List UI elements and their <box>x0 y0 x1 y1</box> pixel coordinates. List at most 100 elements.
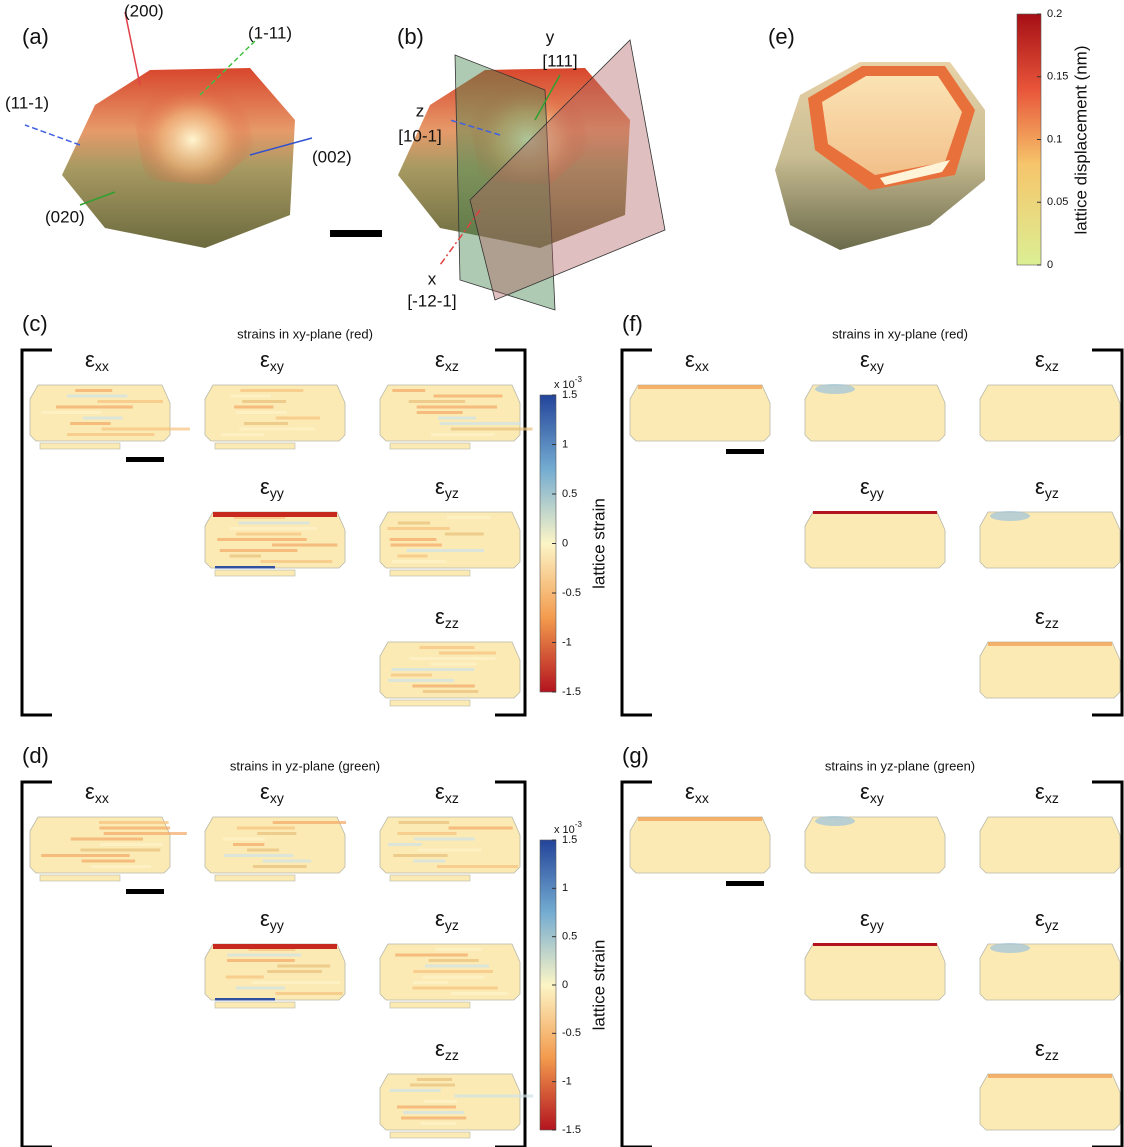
strain-map <box>630 817 770 873</box>
map-texture <box>390 544 441 547</box>
panel-label: (f) <box>622 311 643 336</box>
multiplier-exponent: -3 <box>575 375 583 384</box>
map-texture <box>272 544 337 547</box>
axis-label: (1-11) <box>248 23 292 42</box>
strain-map <box>980 511 1120 568</box>
strain-map <box>805 816 945 873</box>
map-texture <box>273 821 346 824</box>
map-texture <box>224 854 293 857</box>
scale-bar <box>726 449 764 454</box>
colorbar-tick-label: 0.5 <box>562 488 577 500</box>
map-texture <box>75 389 112 392</box>
strain-symbol: ε <box>435 779 445 804</box>
map-texture <box>67 433 154 436</box>
colorbar-tick-label: 1 <box>562 882 568 894</box>
strain-symbol: ε <box>85 347 95 372</box>
map-texture <box>440 422 522 425</box>
colorbar-multiplier: x 10-3 <box>554 375 582 391</box>
map-texture <box>390 538 437 541</box>
map-fragment <box>390 700 470 706</box>
strain-symbol: ε <box>1035 779 1045 804</box>
strain-label: εyz <box>1035 906 1059 933</box>
map-edge <box>213 512 337 517</box>
colorbar-tick-label: 0.2 <box>1047 8 1062 20</box>
strain-map <box>30 385 190 449</box>
strain-subscript: xx <box>695 358 709 374</box>
strain-map <box>980 385 1120 441</box>
panel-label: (b) <box>397 24 424 49</box>
map-spot <box>990 511 1030 521</box>
strain-label: εxz <box>435 347 459 374</box>
map-texture <box>403 1111 464 1114</box>
map-texture <box>388 843 422 846</box>
map-texture <box>413 970 493 973</box>
strain-label: εyy <box>260 474 284 501</box>
map-edge <box>988 642 1112 646</box>
crystal-e <box>775 62 985 250</box>
strain-label: εxy <box>860 347 884 374</box>
panel-title: strains in xy-plane (red) <box>832 326 968 341</box>
axis-name: z <box>416 101 425 120</box>
axis-direction: [111] <box>542 51 577 70</box>
strain-map <box>805 943 945 1000</box>
map-texture <box>449 827 513 830</box>
crystal-b <box>398 40 665 310</box>
strain-subscript: yz <box>445 485 459 501</box>
colorbar-tick-label: -0.5 <box>562 587 581 599</box>
map-texture <box>41 411 101 414</box>
strain-label: εyy <box>860 474 884 501</box>
strain-label: εyy <box>260 906 284 933</box>
map-texture <box>407 549 484 552</box>
strain-subscript: yy <box>270 485 284 501</box>
map-texture <box>417 411 463 414</box>
map-texture <box>277 965 330 968</box>
strain-label: εxz <box>1035 347 1059 374</box>
map-texture <box>390 1089 441 1092</box>
map-texture <box>412 987 497 990</box>
map-texture <box>410 1084 455 1087</box>
map-texture <box>434 395 503 398</box>
strain-label: εxz <box>435 779 459 806</box>
strain-symbol: ε <box>685 347 695 372</box>
map-texture <box>410 657 496 660</box>
map-texture <box>230 527 317 530</box>
map-texture <box>397 1106 456 1109</box>
strain-map <box>805 511 945 568</box>
strain-subscript: xy <box>870 790 884 806</box>
strain-symbol: ε <box>435 1036 445 1061</box>
strain-label: εxy <box>860 779 884 806</box>
map-texture <box>99 827 170 830</box>
map-fragment <box>390 1132 470 1138</box>
map-edge <box>813 943 937 946</box>
map-texture <box>414 838 475 841</box>
map-texture <box>231 395 271 398</box>
map-texture <box>393 854 447 857</box>
map-texture <box>438 417 476 420</box>
map-spot <box>815 816 855 826</box>
strain-subscript: xz <box>445 790 459 806</box>
map-texture <box>221 433 264 436</box>
axis-direction: [-12-1] <box>407 291 456 310</box>
map-fragment <box>390 570 470 576</box>
strain-label: εzz <box>1035 604 1059 631</box>
map-texture <box>244 422 288 425</box>
map-texture <box>100 843 163 846</box>
map-texture <box>397 832 456 835</box>
panel-label: (g) <box>622 743 649 768</box>
strain-symbol: ε <box>260 474 270 499</box>
map-shape <box>980 642 1120 698</box>
axis-name: x <box>428 269 437 288</box>
map-shape <box>805 512 945 568</box>
panel-label: (a) <box>22 24 49 49</box>
map-texture <box>392 560 446 563</box>
strain-symbol: ε <box>1035 474 1045 499</box>
map-texture <box>398 821 449 824</box>
map-texture <box>413 981 448 984</box>
strain-symbol: ε <box>685 779 695 804</box>
multiplier-base: x 10 <box>554 824 575 836</box>
strain-label: εyz <box>435 906 459 933</box>
map-edge <box>638 385 762 389</box>
map-texture <box>413 860 445 863</box>
map-texture <box>91 865 151 868</box>
colorbar-tick-label: -1.5 <box>562 686 581 698</box>
